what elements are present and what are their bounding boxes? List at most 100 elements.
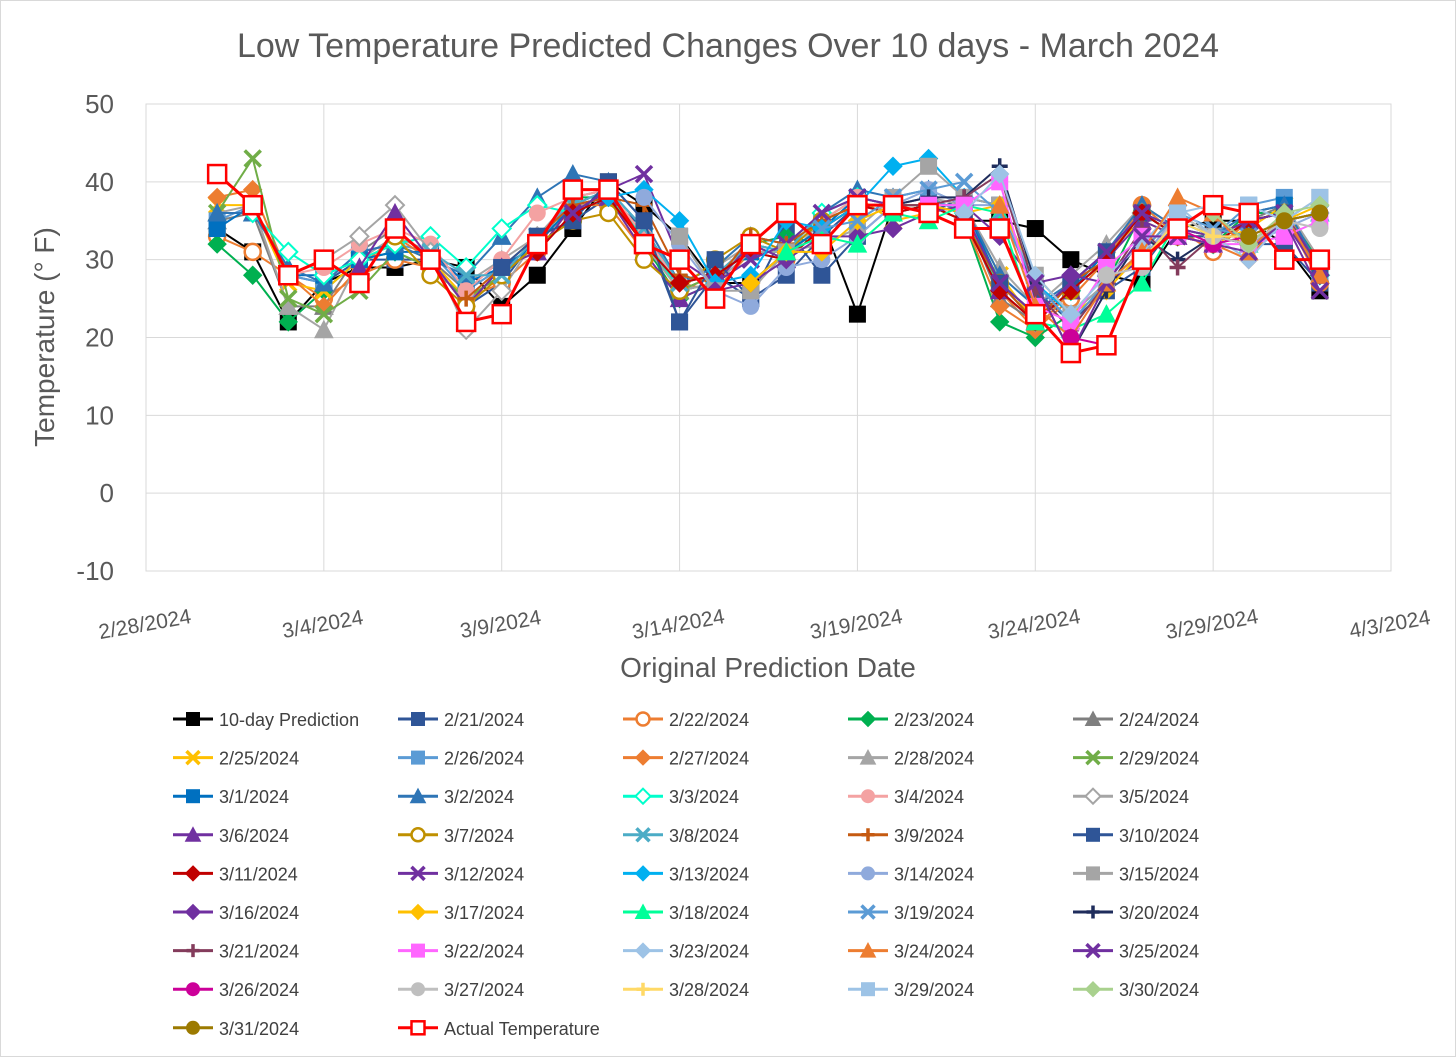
y-tick-label: -10	[76, 556, 114, 586]
legend-marker	[186, 789, 200, 804]
data-point	[313, 249, 335, 270]
legend-entry: 3/30/2024	[1073, 980, 1199, 1000]
legend-marker	[185, 749, 201, 766]
data-point	[669, 249, 690, 270]
data-point	[1167, 218, 1188, 239]
series-line	[998, 196, 1321, 339]
data-point	[1096, 335, 1117, 356]
data-point	[528, 204, 546, 222]
legend-entry: 3/12/2024	[398, 864, 524, 884]
legend-label: 3/11/2024	[219, 864, 298, 884]
data-point	[741, 273, 761, 293]
data-point	[1275, 212, 1293, 230]
x-tick-label: 3/24/2024	[986, 605, 1082, 644]
legend-marker	[409, 787, 427, 804]
legend-label: 3/29/2024	[894, 980, 974, 1000]
data-point	[1310, 265, 1330, 284]
y-axis-title: Temperature (° F)	[29, 227, 60, 447]
legend-entry: Actual Temperature	[398, 1019, 600, 1039]
legend-label: 3/28/2024	[669, 980, 749, 1000]
plot-area-border	[145, 103, 1392, 572]
data-point	[812, 203, 832, 223]
legend-marker	[634, 787, 652, 806]
legend-label: 3/10/2024	[1119, 826, 1199, 846]
data-point	[776, 241, 797, 261]
data-point	[599, 203, 618, 223]
data-point	[1097, 242, 1116, 262]
legend-marker	[186, 944, 200, 958]
data-point	[990, 312, 1010, 332]
data-point	[1238, 202, 1259, 224]
data-point	[1169, 259, 1186, 276]
legend-entry: 3/18/2024	[623, 903, 749, 923]
legend-marker	[186, 1020, 200, 1035]
data-point	[1026, 273, 1045, 293]
legend-label: 3/4/2024	[894, 787, 964, 807]
x-axis-ticks: 2/28/2024 3/4/2024 3/9/2024 3/14/2024 3/19/2…	[97, 605, 1433, 644]
data-point	[1274, 249, 1295, 270]
x-tick-label: 3/9/2024	[458, 606, 543, 643]
legend-marker	[1086, 866, 1100, 881]
legend-marker	[410, 827, 426, 843]
legend-entry: 3/8/2024	[623, 826, 739, 846]
data-point	[278, 312, 298, 332]
legend-marker	[634, 903, 652, 919]
data-point	[883, 156, 903, 176]
data-point	[384, 218, 406, 239]
series-40	[1240, 204, 1329, 245]
chart-title: Low Temperature Predicted Changes Over 1…	[237, 27, 1219, 65]
legend-marker	[409, 903, 427, 921]
y-axis-ticks: -10 0 10 20 30 40 50	[76, 89, 114, 586]
legend-entry: 2/21/2024	[398, 710, 524, 730]
legend-marker	[1086, 827, 1100, 842]
legend-entry: 2/26/2024	[398, 749, 524, 769]
legend-label: 3/5/2024	[1119, 787, 1189, 807]
series-layer	[206, 148, 1331, 364]
x-tick-label: 3/29/2024	[1164, 605, 1260, 644]
data-point	[279, 289, 298, 308]
legend-label: 3/31/2024	[219, 1019, 299, 1039]
data-point	[1132, 203, 1152, 223]
data-point	[1202, 194, 1224, 216]
data-point	[776, 202, 797, 224]
data-point	[635, 188, 653, 206]
x-tick-label: 2/28/2024	[97, 605, 193, 644]
legend-entry: 3/1/2024	[173, 787, 289, 807]
legend-marker	[861, 982, 875, 997]
y-tick-label: 40	[85, 167, 114, 197]
legend-label: 3/1/2024	[219, 787, 289, 807]
legend-marker	[1084, 980, 1102, 998]
legend-marker	[410, 1020, 426, 1036]
legend-marker	[861, 789, 875, 804]
data-point	[1131, 249, 1153, 270]
data-point	[706, 251, 724, 269]
data-point	[528, 266, 546, 284]
legend-label: 2/25/2024	[219, 749, 299, 769]
x-tick-label: 3/19/2024	[808, 605, 904, 644]
legend-entry: 3/27/2024	[398, 980, 524, 1000]
legend-label: 3/3/2024	[669, 787, 739, 807]
legend-entry: 3/3/2024	[623, 787, 739, 807]
legend-entry: 3/29/2024	[848, 980, 974, 1000]
legend-entry: 3/11/2024	[173, 864, 298, 884]
legend-entry: 2/23/2024	[848, 710, 974, 730]
legend-label: 3/14/2024	[894, 864, 974, 884]
data-point	[990, 296, 1010, 317]
legend-entry: 3/5/2024	[1073, 787, 1189, 807]
legend-label: 3/16/2024	[219, 903, 299, 923]
legend-marker	[859, 710, 877, 728]
data-point	[989, 195, 1010, 214]
data-point	[742, 297, 760, 315]
legend-marker	[861, 828, 875, 842]
legend-entry: 3/25/2024	[1073, 942, 1199, 962]
legend-marker	[184, 865, 202, 882]
legend-entry: 2/24/2024	[1073, 710, 1199, 730]
legend-marker	[859, 942, 877, 958]
legend-marker	[635, 711, 651, 727]
legend-marker	[1086, 905, 1100, 919]
y-tick-label: 20	[85, 323, 114, 353]
legend-label: 3/6/2024	[219, 826, 289, 846]
data-point	[1167, 187, 1188, 206]
data-point	[847, 194, 868, 216]
data-point	[1061, 304, 1081, 324]
